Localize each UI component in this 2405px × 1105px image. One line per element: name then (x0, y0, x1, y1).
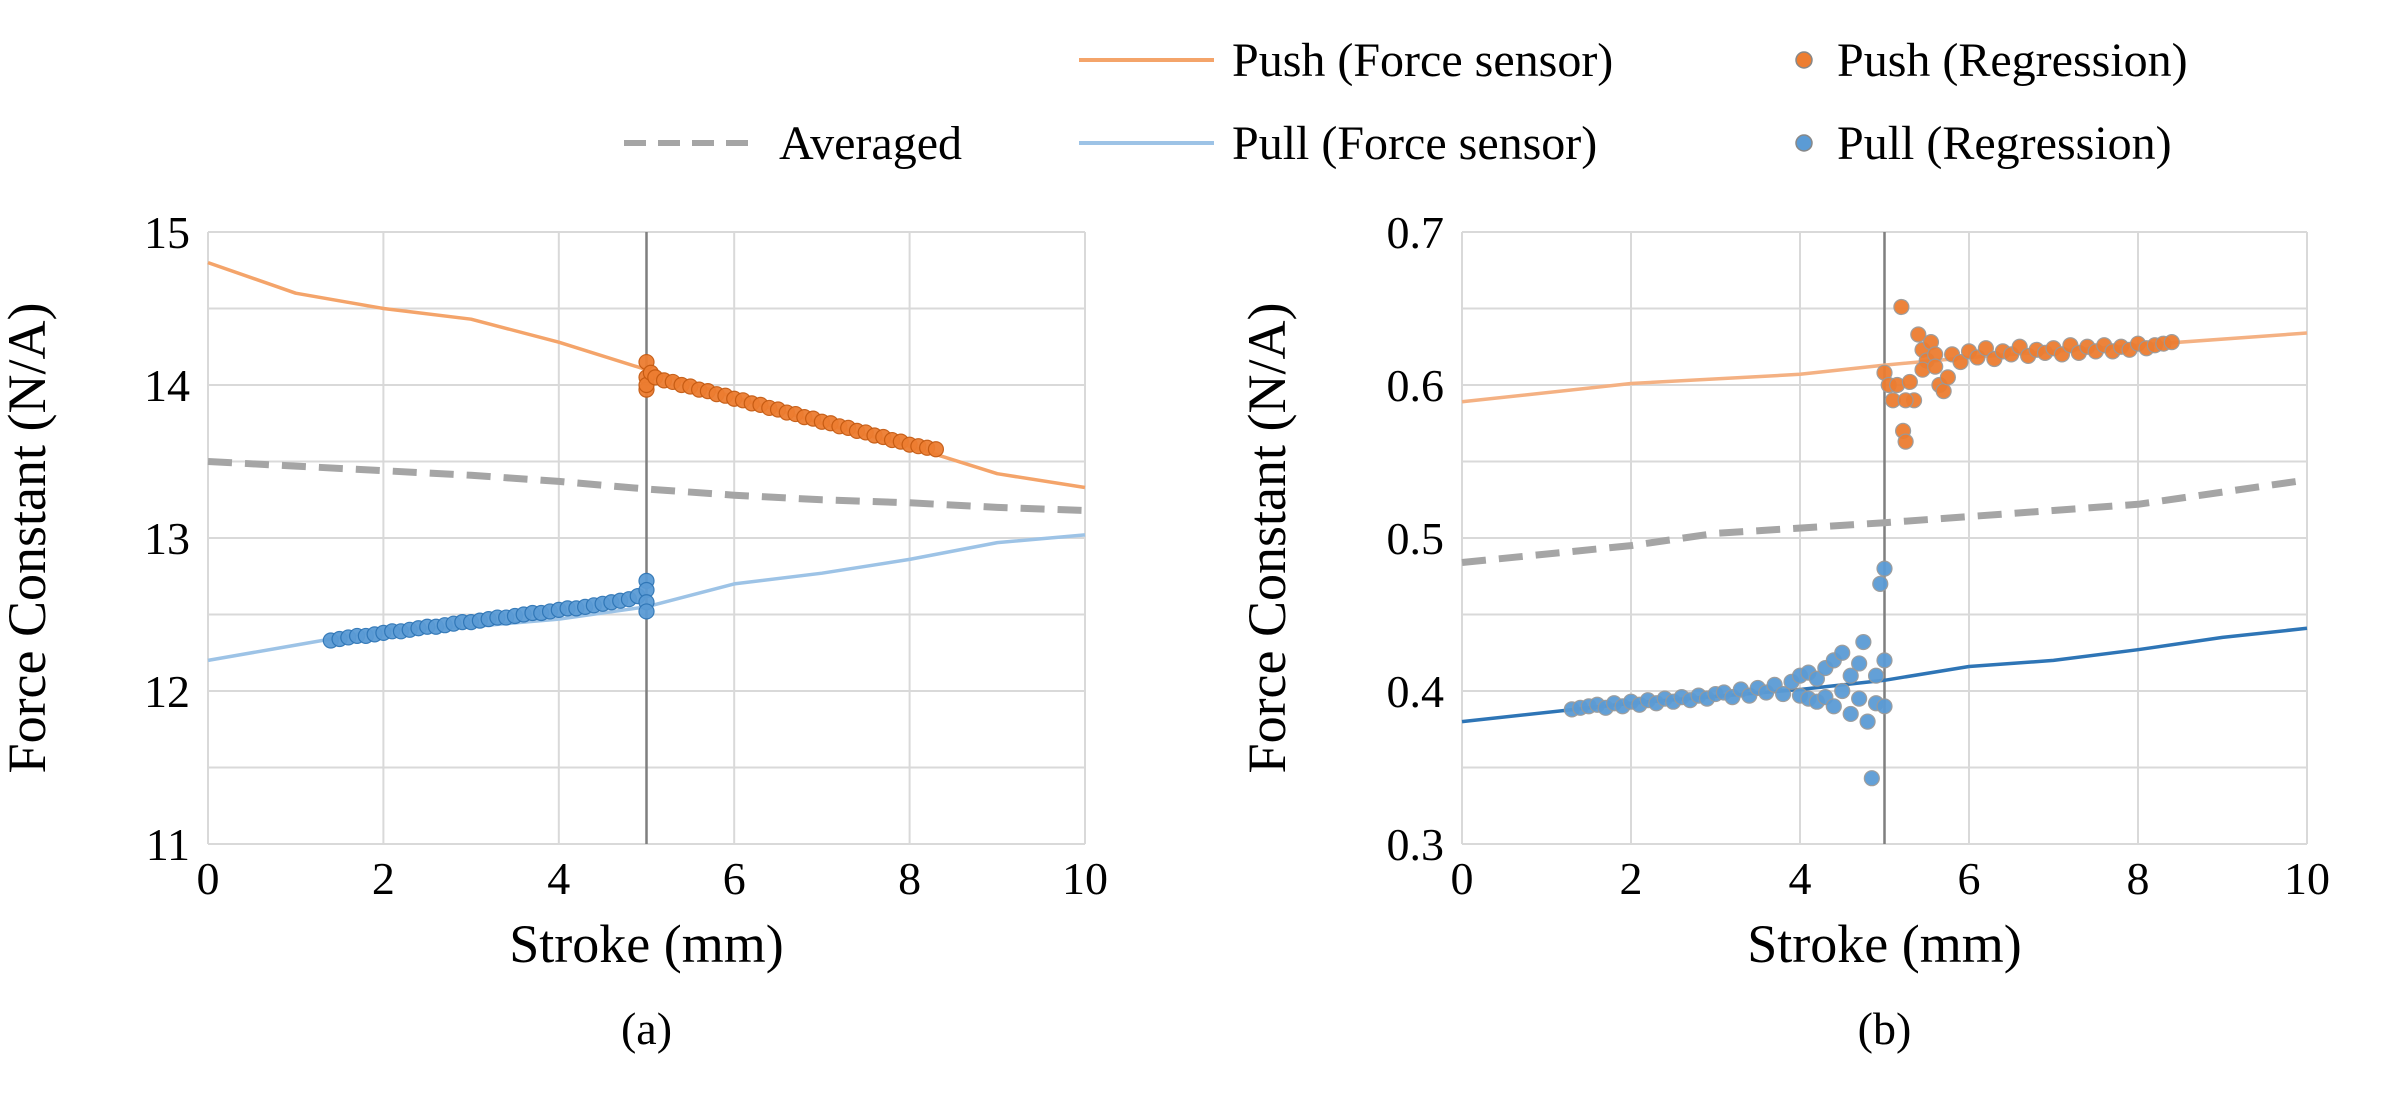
data-point-pull-regression (1834, 682, 1851, 700)
legend: Push (Force sensor) Push (Regression) Aver… (624, 34, 2188, 170)
legend-label-pull-regression: Pull (Regression) (1837, 117, 2172, 170)
x-tick-label: 6 (1958, 853, 1981, 904)
y-tick-label: 0.3 (1387, 819, 1445, 870)
data-point-push-regression (1901, 373, 1918, 391)
series-line-averaged (1461, 476, 2308, 566)
legend-marker-pull-regression (1795, 134, 1813, 152)
y-tick-label: 15 (144, 207, 190, 258)
panel-b: 0 2 4 6 8 10 0.3 0.4 0.5 0.6 0.7 Stroke (mm) Force C… (1237, 207, 2330, 1054)
x-axis-label: Stroke (mm) (509, 914, 783, 974)
y-tick-label: 0.7 (1387, 207, 1445, 258)
panel-a: 0 2 4 6 8 10 11 12 13 14 15 Stroke (mm) Force Consta… (0, 207, 1108, 1054)
data-point-pull-regression (1808, 670, 1826, 687)
y-tick-label: 0.4 (1387, 666, 1445, 717)
panel-label: (b) (1858, 1003, 1912, 1054)
y-axis-label: Force Constant (N/A) (1237, 303, 1297, 774)
legend-marker-push-regression (1795, 51, 1813, 69)
data-point-pull-regression (638, 603, 655, 620)
data-point-pull-regression (1855, 633, 1872, 651)
data-point-pull-regression (1867, 667, 1885, 684)
x-tick-label: 10 (2284, 853, 2330, 904)
data-point-pull-regression (1825, 698, 1842, 715)
y-tick-label: 13 (144, 513, 190, 564)
data-point-pull-regression (1872, 575, 1889, 593)
x-tick-label: 2 (372, 853, 395, 904)
legend-label-push-force-sensor: Push (Force sensor) (1232, 34, 1613, 87)
data-point-pull-regression (1842, 705, 1859, 723)
legend-label-averaged: Averaged (779, 117, 962, 170)
x-tick-label: 0 (1451, 853, 1474, 904)
x-tick-label: 8 (898, 853, 921, 904)
data-point-pull-regression (1876, 560, 1893, 577)
data-point-pull-regression (1842, 667, 1859, 684)
data-point-pull-regression (1851, 690, 1868, 707)
y-tick-label: 14 (144, 360, 190, 411)
data-point-pull-regression (1863, 770, 1880, 787)
x-tick-label: 0 (197, 853, 220, 904)
data-point-pull-regression (1876, 698, 1893, 715)
x-tick-label: 6 (723, 853, 746, 904)
data-point-pull-regression (1859, 713, 1876, 730)
data-point-pull-regression (1774, 685, 1792, 703)
data-point-push-regression (1893, 298, 1910, 316)
y-tick-label: 12 (144, 666, 190, 717)
y-tick-label: 11 (146, 819, 190, 870)
y-axis-label: Force Constant (N/A) (0, 303, 57, 774)
data-point-pull-regression (1834, 644, 1851, 661)
x-tick-label: 2 (1620, 853, 1643, 904)
data-point-push-regression (927, 441, 945, 458)
panel-label: (a) (621, 1003, 672, 1054)
data-point-push-regression (1910, 326, 1927, 343)
data-point-push-regression (1977, 340, 1995, 357)
data-point-pull-regression (1876, 652, 1893, 669)
data-point-pull-regression (1851, 655, 1868, 672)
data-point-push-regression (2163, 334, 2180, 351)
legend-label-pull-force-sensor: Pull (Force sensor) (1232, 117, 1597, 170)
data-point-push-regression (1897, 433, 1914, 450)
x-axis-label: Stroke (mm) (1747, 914, 2021, 974)
legend-label-push-regression: Push (Regression) (1837, 34, 2188, 87)
x-tick-label: 10 (1062, 853, 1108, 904)
data-point-push-regression (1939, 369, 1956, 386)
y-tick-label: 0.5 (1387, 513, 1445, 564)
data-point-push-regression (1952, 353, 1969, 371)
y-tick-label: 0.6 (1387, 360, 1445, 411)
x-tick-label: 4 (547, 853, 570, 904)
data-point-push-regression (1897, 392, 1914, 409)
data-point-push-regression (1927, 358, 1944, 375)
data-point-push-regression (1935, 383, 1952, 400)
x-tick-label: 8 (2127, 853, 2150, 904)
x-tick-label: 4 (1789, 853, 1812, 904)
